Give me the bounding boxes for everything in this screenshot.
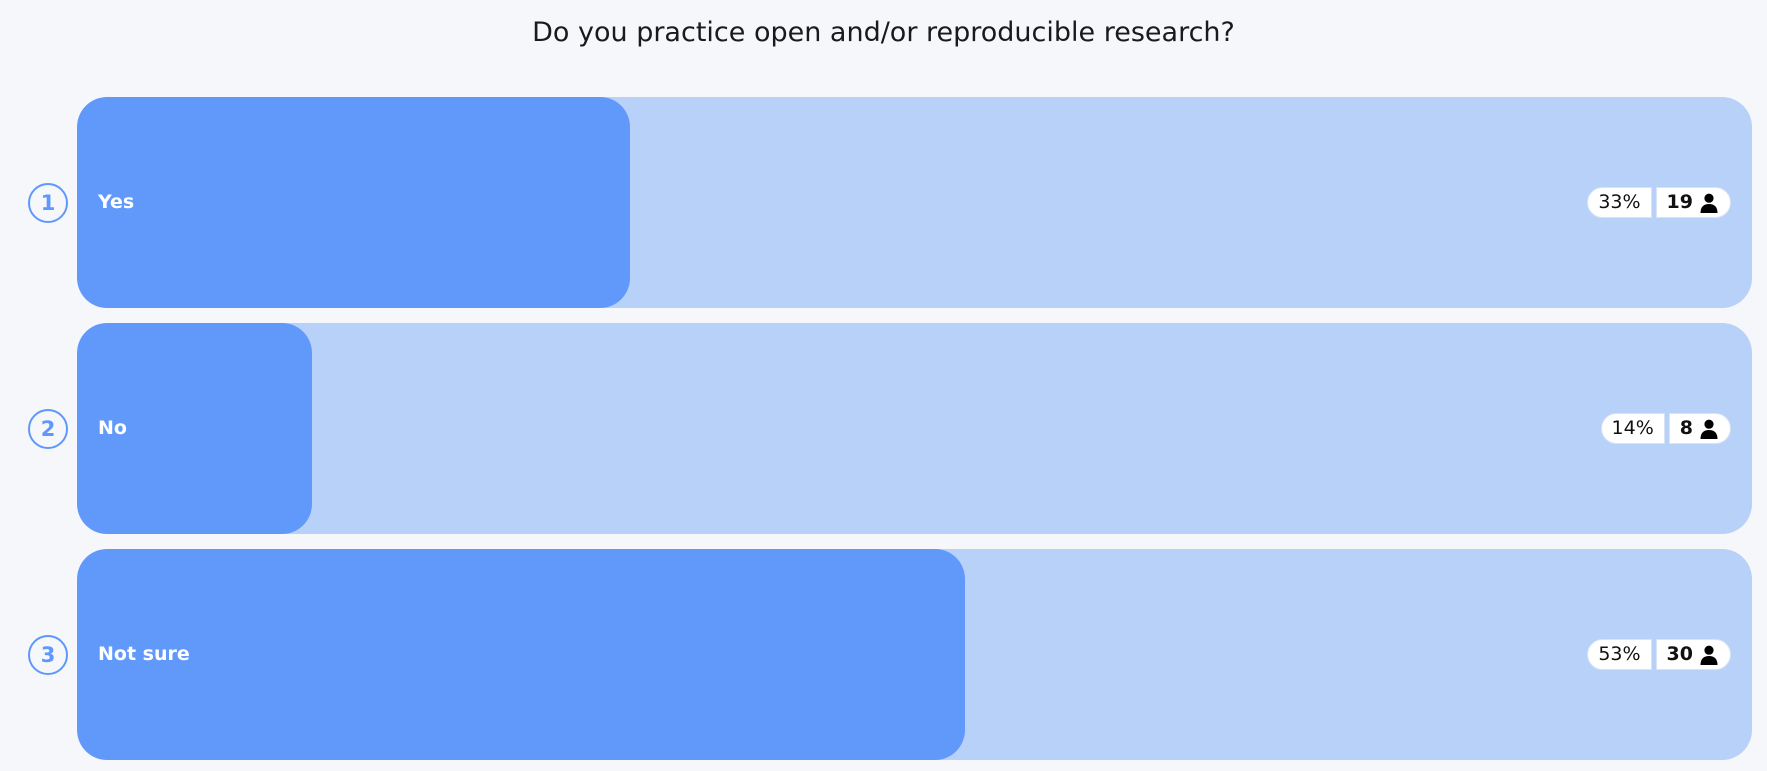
option-number-badge: 1	[28, 183, 68, 223]
vote-count-value: 19	[1666, 191, 1693, 213]
option-bar-fill	[77, 323, 312, 534]
option-label: Not sure	[98, 643, 190, 665]
poll-options: 1 Yes 33% 19 2	[0, 97, 1767, 760]
option-vote-count: 19	[1655, 187, 1731, 218]
person-icon	[1700, 645, 1718, 665]
option-bar-fill	[77, 97, 630, 308]
option-stats: 33% 19	[1587, 187, 1731, 218]
option-percent: 33%	[1587, 187, 1652, 218]
option-stats: 53% 30	[1587, 639, 1731, 670]
poll-option-2: 2 No 14% 8	[0, 323, 1767, 534]
option-bar-track: No 14% 8	[77, 323, 1752, 534]
option-number-badge: 3	[28, 635, 68, 675]
person-icon	[1700, 193, 1718, 213]
option-percent: 53%	[1587, 639, 1652, 670]
poll-option-3: 3 Not sure 53% 30	[0, 549, 1767, 760]
option-percent: 14%	[1600, 413, 1665, 444]
option-label: No	[98, 417, 127, 439]
option-bar-track: Yes 33% 19	[77, 97, 1752, 308]
vote-count-value: 30	[1666, 643, 1693, 665]
option-vote-count: 30	[1655, 639, 1731, 670]
option-bar-track: Not sure 53% 30	[77, 549, 1752, 760]
option-bar-fill	[77, 549, 965, 760]
poll-option-1: 1 Yes 33% 19	[0, 97, 1767, 308]
option-number-badge: 2	[28, 409, 68, 449]
vote-count-value: 8	[1679, 417, 1693, 439]
option-label: Yes	[98, 191, 135, 213]
person-icon	[1700, 419, 1718, 439]
option-stats: 14% 8	[1600, 413, 1731, 444]
poll-question: Do you practice open and/or reproducible…	[532, 17, 1235, 48]
option-vote-count: 8	[1668, 413, 1731, 444]
